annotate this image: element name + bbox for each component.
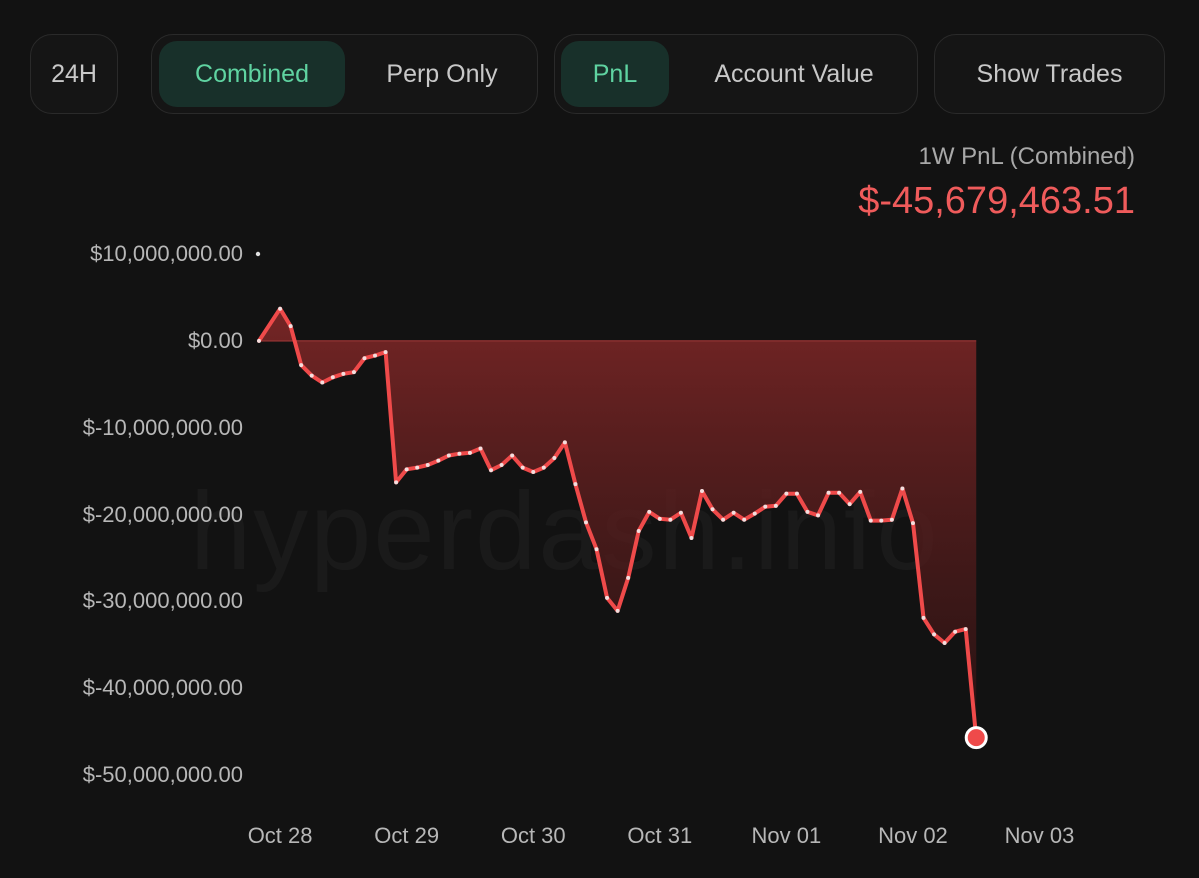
data-point[interactable] <box>320 380 325 385</box>
data-point[interactable] <box>794 491 799 496</box>
data-point[interactable] <box>889 517 894 522</box>
data-point[interactable] <box>784 491 789 496</box>
pnl-summary-label: 1W PnL (Combined) <box>918 143 1135 170</box>
data-point[interactable] <box>457 451 462 456</box>
data-point[interactable] <box>942 641 947 646</box>
x-tick-label: Nov 03 <box>1004 823 1075 848</box>
y-axis-top-marker <box>255 251 261 257</box>
data-point[interactable] <box>573 482 578 487</box>
data-point[interactable] <box>605 595 610 600</box>
data-point[interactable] <box>805 509 810 514</box>
data-point[interactable] <box>351 370 356 375</box>
data-point[interactable] <box>689 535 694 540</box>
data-point[interactable] <box>636 528 641 533</box>
data-point[interactable] <box>752 511 757 516</box>
data-point[interactable] <box>288 324 293 329</box>
data-point[interactable] <box>341 371 346 376</box>
combined-tab[interactable]: Combined <box>159 41 345 107</box>
data-point[interactable] <box>425 463 430 468</box>
data-point[interactable] <box>858 489 863 494</box>
data-point[interactable] <box>963 627 968 632</box>
data-point[interactable] <box>415 465 420 470</box>
data-point[interactable] <box>668 517 673 522</box>
data-point[interactable] <box>583 520 588 525</box>
data-point[interactable] <box>467 450 472 455</box>
data-point[interactable] <box>446 453 451 458</box>
mode-toggle-group: Combined Perp Only <box>151 34 538 114</box>
data-point[interactable] <box>489 468 494 473</box>
data-point[interactable] <box>932 632 937 637</box>
y-tick-label: $-10,000,000.00 <box>82 414 243 440</box>
account-value-tab[interactable]: Account Value <box>714 59 874 88</box>
data-point[interactable] <box>921 615 926 620</box>
data-point[interactable] <box>678 510 683 515</box>
data-point[interactable] <box>837 490 842 495</box>
data-point[interactable] <box>615 608 620 613</box>
data-point[interactable] <box>552 456 557 461</box>
data-point[interactable] <box>257 338 261 343</box>
data-point[interactable] <box>900 486 905 491</box>
y-tick-label: $-40,000,000.00 <box>82 675 243 701</box>
data-point[interactable] <box>721 517 726 522</box>
range-group: 24H <box>30 34 118 114</box>
data-point[interactable] <box>816 513 821 518</box>
x-tick-label: Nov 02 <box>878 823 948 848</box>
data-point[interactable] <box>436 458 441 463</box>
y-tick-label: $10,000,000.00 <box>90 241 243 266</box>
data-point[interactable] <box>847 502 852 507</box>
data-point[interactable] <box>404 467 409 472</box>
data-point[interactable] <box>953 629 958 634</box>
data-point[interactable] <box>910 521 915 526</box>
show-trades-button[interactable]: Show Trades <box>976 59 1123 88</box>
data-point[interactable] <box>710 507 715 512</box>
y-tick-label: $-30,000,000.00 <box>82 588 243 614</box>
data-point[interactable] <box>879 518 884 523</box>
data-point[interactable] <box>562 440 567 445</box>
data-point[interactable] <box>394 480 399 485</box>
data-point[interactable] <box>383 350 388 355</box>
metric-toggle-group: PnL Account Value <box>554 34 918 114</box>
pnl-series-line <box>257 306 979 740</box>
x-tick-label: Oct 29 <box>374 823 440 848</box>
x-tick-label: Oct 31 <box>627 823 693 848</box>
data-point[interactable] <box>278 306 283 311</box>
y-tick-label: $-20,000,000.00 <box>82 501 243 527</box>
data-point[interactable] <box>510 453 515 458</box>
data-point[interactable] <box>299 363 304 368</box>
data-point[interactable] <box>742 517 747 522</box>
data-point[interactable] <box>731 510 736 515</box>
data-point[interactable] <box>541 465 546 470</box>
data-point[interactable] <box>478 446 483 451</box>
y-tick-label: $0.00 <box>187 327 243 353</box>
pnl-tab[interactable]: PnL <box>561 41 669 107</box>
data-point[interactable] <box>773 503 778 508</box>
pnl-area-fill <box>259 308 977 738</box>
data-point[interactable] <box>499 463 504 468</box>
data-point[interactable] <box>594 547 599 552</box>
range-24h-button[interactable]: 24H <box>51 59 97 88</box>
data-point[interactable] <box>657 516 662 521</box>
data-point[interactable] <box>531 469 536 474</box>
data-point[interactable] <box>647 509 652 514</box>
perp-only-tab[interactable]: Perp Only <box>386 59 498 88</box>
current-value-marker[interactable] <box>964 726 988 750</box>
show-trades-group: Show Trades <box>934 34 1165 114</box>
data-point[interactable] <box>763 504 768 509</box>
x-tick-label: Nov 01 <box>751 823 822 848</box>
x-tick-label: Oct 30 <box>500 823 566 848</box>
data-point[interactable] <box>330 375 335 380</box>
data-point[interactable] <box>868 518 873 523</box>
data-point[interactable] <box>520 465 525 470</box>
data-point[interactable] <box>826 490 831 495</box>
data-point[interactable] <box>373 353 378 358</box>
data-point[interactable] <box>362 356 367 361</box>
data-point[interactable] <box>700 489 704 494</box>
pnl-summary-value: $-45,679,463.51 <box>858 180 1135 222</box>
data-point[interactable] <box>309 373 314 378</box>
data-point[interactable] <box>626 575 631 580</box>
y-tick-label: $-50,000,000.00 <box>82 762 243 787</box>
x-tick-label: Oct 28 <box>247 823 313 848</box>
